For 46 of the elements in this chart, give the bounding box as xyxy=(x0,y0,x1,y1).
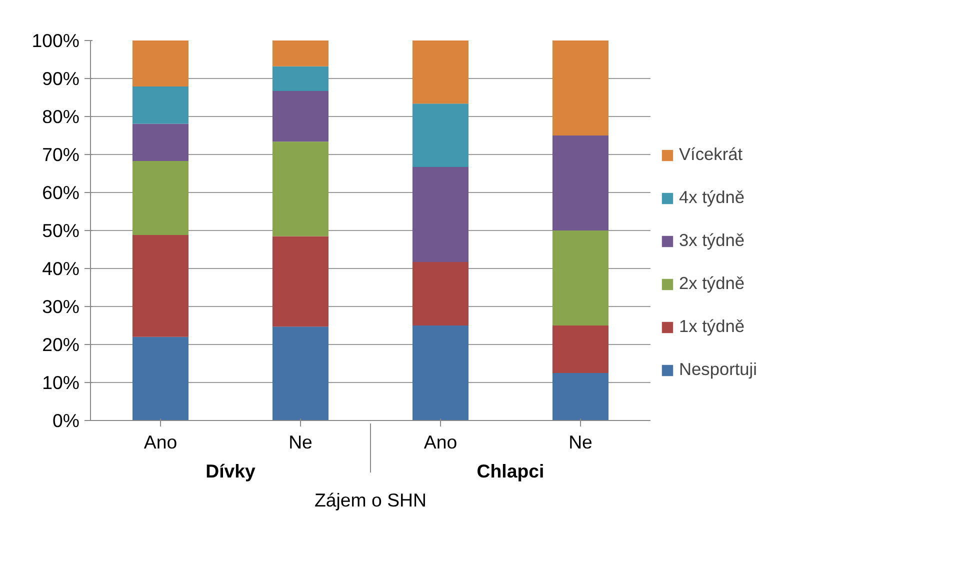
bar xyxy=(412,167,468,262)
bar xyxy=(412,262,468,326)
bar xyxy=(552,373,608,420)
bar xyxy=(552,136,608,230)
y-tick-label: 0% xyxy=(52,410,80,431)
y-tick-label: 40% xyxy=(42,258,80,279)
legend-label: Nesportuji xyxy=(679,359,758,380)
y-tick-label: 90% xyxy=(42,68,80,89)
legend-label: 2x týdně xyxy=(679,273,745,294)
y-tick-label: 100% xyxy=(32,30,80,51)
y-tick-label: 30% xyxy=(42,296,80,317)
bar xyxy=(272,66,328,92)
legend-label: 1x týdně xyxy=(679,316,745,337)
bar xyxy=(552,230,608,326)
x-tick-label: Ne xyxy=(288,432,312,452)
bar xyxy=(272,142,328,236)
bar xyxy=(132,124,188,161)
bar xyxy=(552,40,608,136)
y-tick-label: 80% xyxy=(42,106,80,127)
bar xyxy=(412,326,468,420)
y-tick-label: 60% xyxy=(42,182,80,203)
bar xyxy=(412,40,468,104)
text: Dívky xyxy=(206,460,256,482)
legend-label: 3x týdně xyxy=(679,230,745,251)
bar xyxy=(272,236,328,327)
text: Chlapci xyxy=(476,460,544,482)
x-tick-label: Ano xyxy=(144,432,178,452)
x-tick-label: Ano xyxy=(424,432,458,452)
bar xyxy=(412,104,468,168)
y-tick-label: 70% xyxy=(42,144,80,165)
y-tick-label: 20% xyxy=(42,334,80,355)
bar xyxy=(552,326,608,373)
y-tick-label: 10% xyxy=(42,372,80,393)
bar xyxy=(132,86,188,124)
bar xyxy=(132,160,188,236)
bar xyxy=(272,40,328,66)
bar xyxy=(132,336,188,420)
bar xyxy=(272,91,328,142)
x-axis-title: Zájem o SHN xyxy=(314,490,426,510)
bar xyxy=(132,235,188,337)
x-tick-label: Ne xyxy=(568,432,592,452)
legend-label: Vícekrát xyxy=(679,144,743,165)
y-tick-label: 50% xyxy=(42,220,80,241)
bar xyxy=(132,40,188,86)
bar xyxy=(272,326,328,420)
legend-label: 4x týdně xyxy=(679,187,745,208)
